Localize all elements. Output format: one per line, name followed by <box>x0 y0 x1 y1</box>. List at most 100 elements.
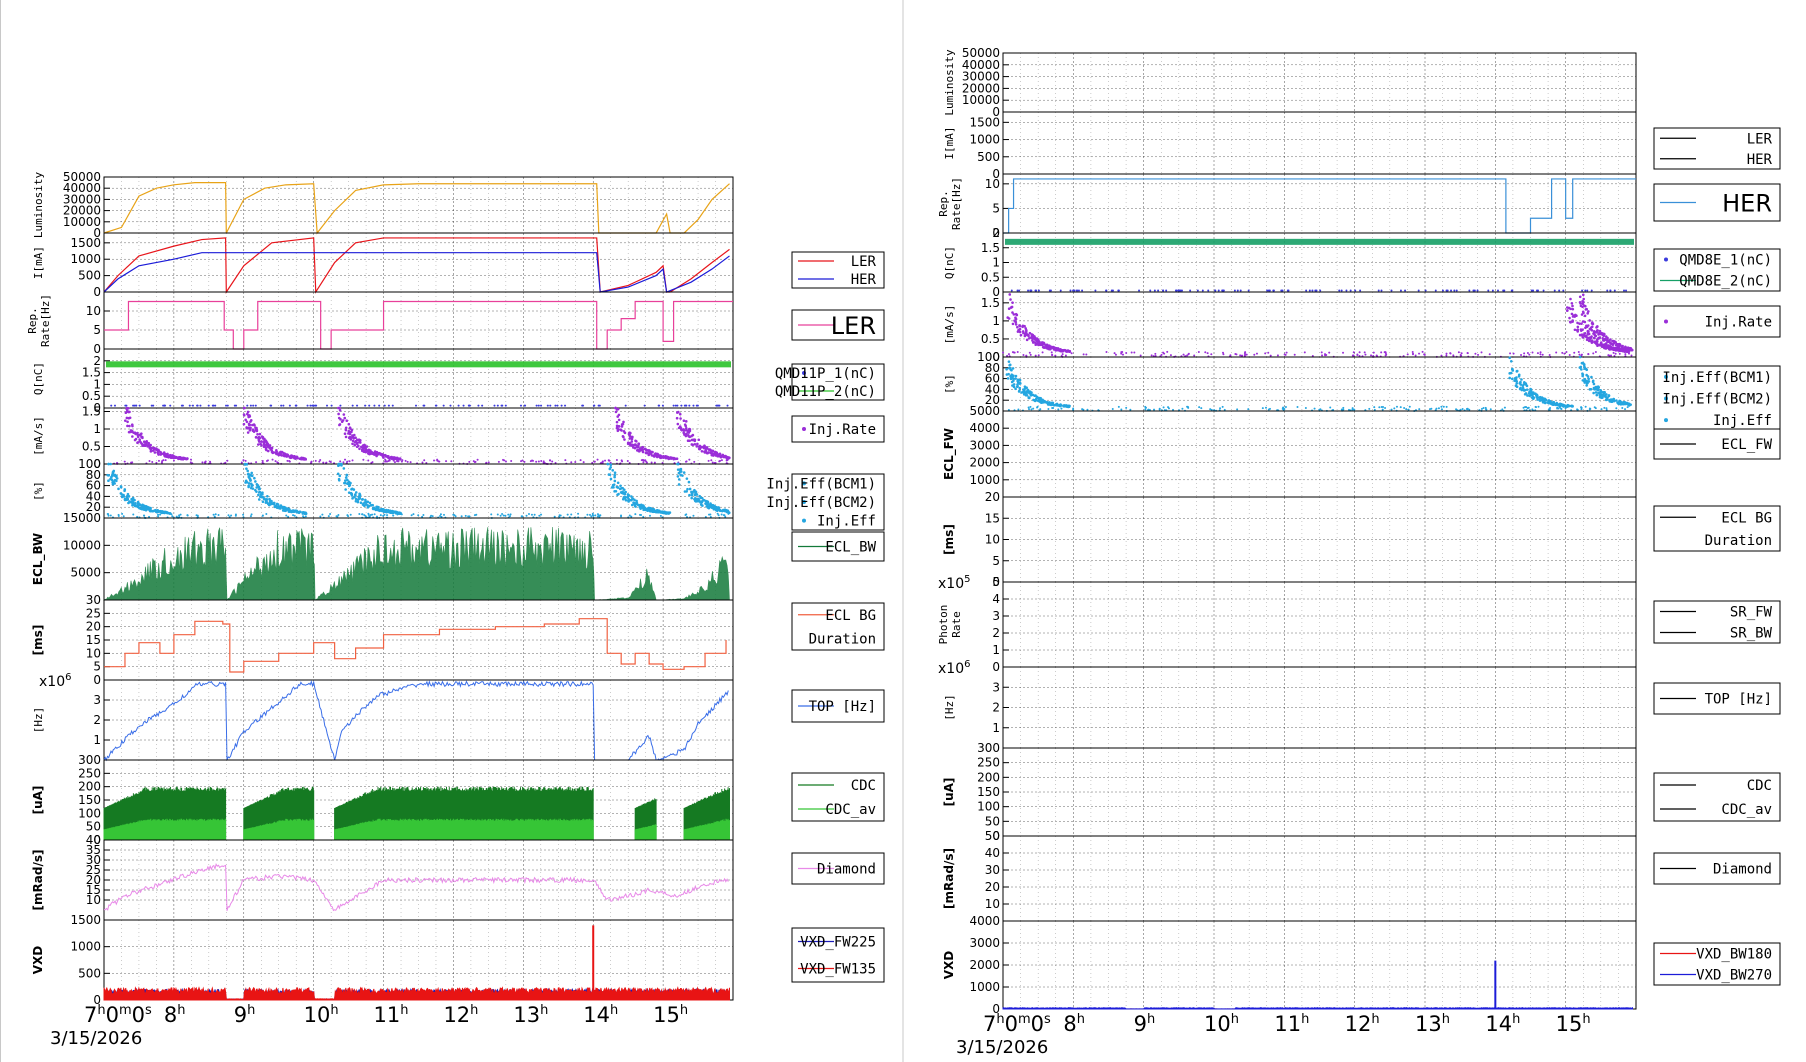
legend-label: VXD_FW225 <box>800 935 876 951</box>
legend-vxd: VXD_FW225 VXD_FW135 <box>791 927 885 983</box>
y-axis-label: Rate <box>950 611 963 638</box>
y-tick-label: 3 <box>992 609 1000 623</box>
y-tick-label: 0.5 <box>82 389 101 403</box>
y-tick-label: 1.5 <box>981 296 1000 310</box>
y-tick-label: 20000 <box>63 204 101 218</box>
y-axis-label: Rate[Hz] <box>950 177 963 230</box>
y-tick-label: 50000 <box>63 170 101 184</box>
y-tick-label: 1 <box>93 422 101 436</box>
y-tick-label: 10 <box>985 177 1000 191</box>
legend-q: QMD11P_1(nC) QMD11P_2(nC) <box>775 363 885 401</box>
x-tick-label: 15h <box>1556 1012 1591 1036</box>
series-qmd11p-1-nc- <box>110 404 729 407</box>
series-lum <box>103 182 730 235</box>
y-axis-label: [mA/s] <box>32 416 45 456</box>
y-tick-label: 2 <box>93 354 101 368</box>
panel-inj: 0 0.5 1 1.5 [mA/s] Inj.Rate <box>32 405 885 471</box>
legend-swatch <box>1664 374 1668 379</box>
series-cdc <box>103 786 730 840</box>
y-axis-label: [ms] <box>942 524 956 555</box>
y-axis-label: [Hz] <box>943 694 956 721</box>
x-tick-label: 14h <box>1485 1012 1520 1036</box>
y-tick-label: 0 <box>93 673 101 687</box>
y-tick-label: 15 <box>985 511 1000 525</box>
y-axis-label: [Hz] <box>32 707 45 734</box>
y-tick-label: 2000 <box>969 958 1000 972</box>
date-label: 3/15/2026 <box>956 1037 1048 1058</box>
legend-box <box>791 309 885 341</box>
y-tick-label: 25 <box>86 863 101 877</box>
legend-label: SR_BW <box>1730 626 1773 642</box>
y-exponent: x106 <box>938 659 970 677</box>
y-axis-label: Q[nC] <box>32 362 45 395</box>
legend-box <box>1653 248 1781 292</box>
x-tick-label: 12h <box>443 1003 478 1027</box>
legend-ecl: ECL_FW <box>1653 428 1781 460</box>
y-axis-label: Rep. <box>937 190 950 217</box>
y-tick-label: 0 <box>93 993 101 1007</box>
y-tick-label: 2 <box>992 626 1000 640</box>
y-tick-label: 10000 <box>63 538 101 552</box>
y-tick-label: 30 <box>86 593 101 607</box>
y-axis-label: Luminosity <box>943 49 956 116</box>
panel-cur: 0 500 1000 1500 I[mA] LER HER <box>943 111 1781 181</box>
legend-box <box>791 927 885 983</box>
y-tick-label: 40 <box>86 833 101 847</box>
y-tick-label: 40000 <box>63 181 101 195</box>
panel-inj: 0 0.5 1 1.5 [mA/s] Inj.Rate <box>943 291 1781 364</box>
y-tick-label: 1000 <box>969 473 1000 487</box>
legend-box <box>791 772 885 822</box>
series-qmd11p-2-nc- <box>106 361 731 368</box>
y-tick-label: 0 <box>93 401 101 415</box>
legend-label: TOP [Hz] <box>1705 692 1772 708</box>
legend-dia: Diamond <box>791 852 885 885</box>
legend-label: CDC <box>1747 778 1772 794</box>
y-tick-label: 500 <box>977 150 1000 164</box>
x-tick-label: 13h <box>513 1003 548 1027</box>
legend-label: Inj.Eff(BCM2) <box>766 495 876 511</box>
x-tick-label: 7h0m0s <box>983 1012 1051 1036</box>
y-tick-label: 1.5 <box>82 405 101 419</box>
legend-box <box>1653 505 1781 552</box>
legend-eclbg: ECL BG Duration <box>791 602 885 651</box>
y-tick-label: 30 <box>985 863 1000 877</box>
y-tick-label: 0.5 <box>981 270 1000 284</box>
legend-label: HER <box>1722 190 1772 218</box>
y-axis-label: ECL_FW <box>942 428 957 480</box>
legend-label: Inj.Rate <box>809 422 876 438</box>
legend-cur: LER HER <box>791 251 885 289</box>
y-tick-label: 500 <box>78 269 101 283</box>
y-tick-label: 80 <box>985 361 1000 375</box>
panel-q: 00.511.52 Q[nC] QMD11P_1(nC) QMD11P_2(nC) <box>32 348 885 415</box>
legend-label: Inj.Eff(BCM1) <box>766 476 876 492</box>
legend-label: Diamond <box>1713 862 1772 878</box>
legend-label: Inj.Rate <box>1705 315 1772 331</box>
y-tick-label: 40 <box>86 489 101 503</box>
panel-dia: 10 20 30 40 50 [mRad/s] Diamond <box>942 829 1781 922</box>
legend-box <box>1653 942 1781 986</box>
y-tick-label: 80 <box>86 468 101 482</box>
y-tick-label: 10 <box>86 646 101 660</box>
y-axis-label: VXD <box>31 946 45 975</box>
legend-label: Inj.Eff(BCM1) <box>1662 370 1772 386</box>
x-tick-label: 8h <box>1063 1012 1085 1036</box>
series-cdc-av <box>103 818 730 840</box>
y-tick-label: 10 <box>985 533 1000 547</box>
y-tick-label: 10 <box>86 893 101 907</box>
y-tick-label: 3000 <box>969 438 1000 452</box>
y-tick-label: 1500 <box>70 236 101 250</box>
legend-label: QMD8E_1(nC) <box>1679 253 1772 269</box>
x-tick-label: 7h0m0s <box>84 1003 152 1027</box>
legend-label: VXD_BW180 <box>1696 947 1772 963</box>
legend-swatch <box>802 500 806 504</box>
y-tick-label: 5 <box>992 575 1000 589</box>
y-axis-label: Luminosity <box>32 172 45 239</box>
y-tick-label: 5000 <box>70 566 101 580</box>
y-tick-label: 200 <box>977 770 1000 784</box>
